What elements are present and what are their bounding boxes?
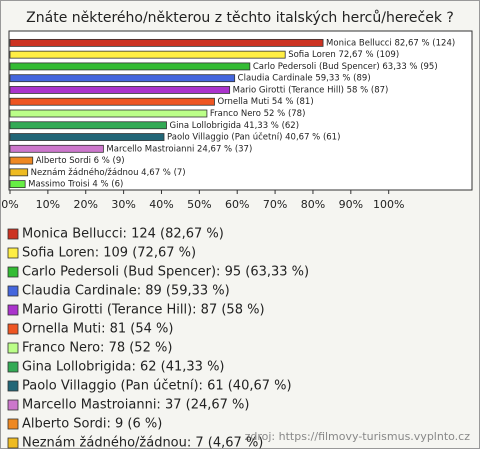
bar	[9, 144, 104, 153]
x-tick-label: 90%	[339, 198, 363, 211]
x-tick-label: 80%	[301, 198, 325, 211]
bar-label: Paolo Villaggio (Pan účetní) 40,67 % (61…	[167, 132, 340, 143]
bar	[9, 180, 26, 189]
bar-label: Alberto Sordi 6 % (9)	[36, 156, 125, 166]
legend-swatch	[7, 437, 19, 449]
bar	[9, 86, 231, 94]
bar-label: Monica Bellucci 82,67 % (124)	[326, 38, 455, 48]
bar-label: Ornella Muti 54 % (81)	[217, 97, 313, 107]
bar	[9, 109, 208, 118]
bar-label: Mario Girotti (Terance Hill) 58 % (87)	[233, 85, 389, 95]
legend-label: Marcello Mastroianni: 37 (24,67 %)	[22, 398, 249, 413]
bar-label: Franco Nero 52 % (78)	[210, 109, 305, 119]
legend-label: Claudia Cardinale: 89 (59,33 %)	[22, 284, 230, 299]
legend-label: Monica Bellucci: 124 (82,67 %)	[22, 227, 224, 242]
x-tick-label: 70%	[263, 198, 287, 211]
x-tick-label: 100%	[373, 198, 404, 211]
bar-label: Carlo Pedersoli (Bud Spencer) 63,33 % (9…	[253, 62, 438, 72]
x-tick-label: 20%	[74, 198, 98, 211]
x-tick-label: 50%	[187, 198, 211, 211]
x-tick-label: 60%	[225, 198, 249, 211]
bar-label: Sofia Loren 72,67 % (109)	[288, 50, 399, 60]
bar	[9, 97, 215, 106]
legend-label: Gina Lollobrigida: 62 (41,33 %)	[22, 360, 225, 375]
legend-swatch	[7, 380, 19, 392]
x-tick-label: 30%	[111, 198, 135, 211]
x-tick-label: 0%	[1, 198, 18, 211]
legend-label: Paolo Villaggio (Pan účetní): 61 (40,67 …	[22, 379, 292, 394]
legend-swatch	[7, 228, 19, 240]
bar-label: Neznám žádného/žádnou 4,67 % (7)	[31, 167, 186, 178]
legend-label: Alberto Sordi: 9 (6 %)	[22, 417, 162, 432]
bar	[9, 156, 34, 165]
legend-swatch	[7, 323, 19, 335]
bar	[9, 62, 251, 71]
bar	[9, 168, 29, 177]
bar-label: Claudia Cardinale 59,33 % (89)	[238, 74, 371, 84]
bar-label: Marcello Mastroianni 24,67 % (37)	[106, 144, 252, 154]
source: zdroj: https://filmovy-turismus.vyplnto.…	[245, 430, 471, 443]
legend-swatch	[7, 304, 19, 316]
legend-swatch	[7, 418, 19, 430]
bar-label: Massimo Troisi 4 % (6)	[28, 180, 123, 190]
legend-swatch	[7, 361, 19, 373]
legend-swatch	[7, 399, 19, 411]
legend-swatch	[7, 285, 19, 297]
x-tick-label: 10%	[36, 198, 60, 211]
bar	[9, 121, 167, 130]
legend-label: Carlo Pedersoli (Bud Spencer): 95 (63,33…	[22, 265, 309, 280]
bar-label: Gina Lollobrigida 41,33 % (62)	[170, 121, 300, 131]
legend-swatch	[7, 342, 19, 354]
legend-label: Neznám žádného/žádnou: 7 (4,67 %)	[22, 436, 263, 449]
bar	[9, 50, 286, 59]
x-tick-label: 40%	[149, 198, 173, 211]
legend-label: Sofia Loren: 109 (72,67 %)	[22, 246, 196, 261]
legend-swatch	[7, 266, 19, 278]
legend-label: Franco Nero: 78 (52 %)	[22, 341, 172, 356]
bar	[9, 38, 324, 47]
bar	[9, 74, 236, 83]
legend-swatch	[7, 247, 19, 259]
chart-title: Znáte některého/některou z těchto italsk…	[26, 10, 454, 26]
bar	[9, 133, 165, 141]
legend-label: Ornella Muti: 81 (54 %)	[22, 322, 173, 337]
legend-label: Mario Girotti (Terance Hill): 87 (58 %)	[22, 303, 265, 318]
